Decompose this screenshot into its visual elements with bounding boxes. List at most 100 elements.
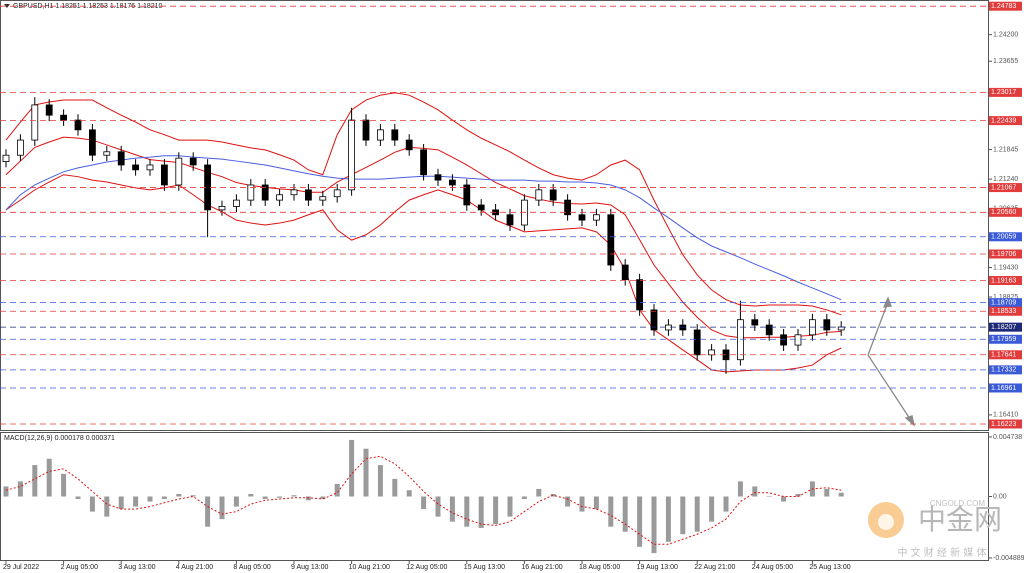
macd-bar — [406, 490, 412, 497]
macd-bar — [550, 493, 556, 497]
candle-body — [708, 349, 715, 356]
macd-bar — [608, 496, 614, 527]
level-label: 1.16961 — [991, 385, 1016, 392]
candle-body — [261, 184, 269, 201]
candle-body — [593, 214, 600, 221]
level-label: 1.17332 — [991, 367, 1016, 374]
macd-bar — [32, 465, 38, 497]
y-tick-label: 1.19430 — [993, 264, 1018, 271]
macd-bar — [464, 496, 470, 527]
macd-bar — [421, 496, 427, 510]
macd-bar — [622, 496, 628, 532]
macd-bar — [133, 496, 139, 507]
macd-bar — [651, 496, 657, 554]
candle-body — [564, 199, 571, 216]
macd-bar — [478, 496, 484, 528]
level-label: 1.20560 — [991, 209, 1016, 216]
candle-body — [463, 184, 471, 206]
level-label: 1.19163 — [991, 277, 1016, 284]
candle-body — [823, 319, 831, 331]
collapse-icon — [4, 4, 10, 8]
candle-body — [146, 164, 154, 171]
macd-bar — [449, 496, 455, 522]
level-label-box — [989, 334, 1022, 344]
logo-slogan: 中 文 财 经 新 媒 体 — [897, 546, 986, 559]
level-label: 1.18207 — [991, 324, 1016, 331]
level-label-box — [989, 306, 1022, 316]
candle-body — [765, 324, 773, 336]
level-label: 1.24783 — [991, 3, 1016, 10]
candle-body — [650, 309, 658, 331]
x-tick-label: 29 Jul 2022 — [3, 564, 39, 571]
macd-bar — [435, 496, 441, 517]
candle-body — [477, 204, 485, 211]
level-label-box — [989, 249, 1022, 259]
level-label-box — [989, 350, 1022, 360]
macd-bar — [46, 458, 52, 497]
candle-body — [117, 151, 125, 166]
y-tick-label: 1.23655 — [993, 58, 1018, 65]
candle-body — [290, 189, 298, 196]
candle-body — [74, 119, 82, 131]
macd-bar — [392, 478, 398, 497]
level-label: 1.22439 — [991, 117, 1016, 124]
signal-line — [5, 455, 842, 545]
x-tick-label: 19 Aug 13:00 — [637, 564, 678, 571]
x-tick-label: 2 Aug 05:00 — [61, 564, 98, 571]
macd-bar — [521, 496, 527, 500]
candle-body — [348, 119, 356, 191]
macd-bar — [176, 493, 182, 497]
candle-body — [794, 334, 802, 346]
arrow-head — [904, 415, 916, 427]
candle-body — [189, 157, 197, 166]
x-tick-label: 25 Aug 13:00 — [809, 564, 850, 571]
level-label-box — [989, 419, 1022, 429]
macd-bar — [824, 488, 830, 497]
x-tick-label: 8 Aug 05:00 — [233, 564, 270, 571]
candle-body — [103, 151, 111, 156]
x-tick-label: 16 Aug 21:00 — [521, 564, 562, 571]
candle-body — [160, 164, 168, 186]
candle-body — [780, 334, 787, 346]
arrows — [867, 296, 916, 427]
y-tick-label: 0.00 — [993, 493, 1007, 500]
y-tick-label: 0.004738 — [993, 434, 1022, 441]
macd-bar — [104, 496, 110, 517]
x-tick-label: 10 Aug 21:00 — [349, 564, 390, 571]
y-tick-label: 1.21845 — [993, 146, 1018, 153]
macd-bar — [838, 492, 844, 497]
macd-bar — [3, 486, 9, 497]
candle-body — [535, 189, 543, 201]
macd-bar — [190, 495, 196, 497]
logo-name: 中金网 — [918, 503, 1002, 536]
candle-body — [132, 164, 140, 171]
y-tick-label: 1.18825 — [993, 294, 1018, 301]
macd-bar — [262, 496, 268, 500]
candle-body — [549, 189, 557, 201]
level-label-box — [989, 207, 1022, 217]
candle-body — [218, 206, 226, 211]
macd-bar — [75, 496, 81, 500]
macd-bar — [723, 496, 729, 512]
level-label: 1.16223 — [991, 421, 1016, 428]
x-tick-label: 24 Aug 05:00 — [752, 564, 793, 571]
macd-bar — [579, 496, 585, 512]
y-tick-label: 1.21240 — [993, 176, 1018, 183]
macd-bar — [766, 496, 772, 498]
candle-body — [578, 214, 586, 221]
macd-bar — [277, 496, 283, 498]
x-tick-label: 12 Aug 05:00 — [406, 564, 447, 571]
candle-body — [448, 179, 456, 186]
level-label-box — [989, 183, 1022, 193]
macd-bar — [665, 496, 671, 542]
level-label-box — [989, 383, 1022, 393]
x-tick-label: 3 Aug 13:00 — [118, 564, 155, 571]
macd-bar — [593, 496, 599, 510]
macd-panel — [0, 432, 989, 561]
candle-body — [276, 194, 284, 201]
level-label-box — [989, 116, 1022, 126]
level-label: 1.17959 — [991, 336, 1016, 343]
logo-inner — [878, 514, 894, 530]
candle-body — [232, 199, 240, 207]
